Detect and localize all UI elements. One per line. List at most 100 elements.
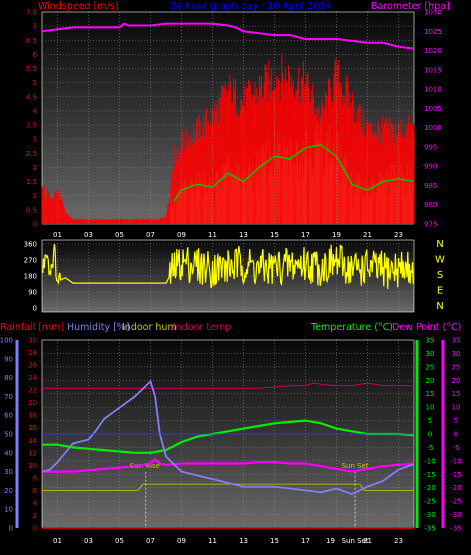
humidity-tick-label: 40 [4, 449, 13, 457]
barometer-tick-label: 980 [424, 201, 437, 209]
wind-average-series [173, 144, 415, 202]
wind-x-tick-label: 09 [177, 231, 186, 239]
windspeed-tick-label: 4.5 [26, 93, 37, 101]
humidity-line [41, 379, 415, 496]
windspeed-axis: 0 0.5 1 1.5 2 2.5 3 3.5 4 4.5 5 5.5 6 6.5 7 7.5 [26, 9, 38, 229]
windspeed-tick-label: 1 [33, 192, 37, 200]
wind-x-tick-label: 21 [363, 231, 372, 239]
graph-title: 24 hour graph day : 10 April 2014 [170, 1, 331, 12]
humidity-tick-label: 0 [9, 525, 13, 533]
direction-tick-label: 270 [24, 257, 37, 265]
sun-level-line [137, 483, 144, 491]
dewpoint-line [42, 458, 415, 473]
dewpoint-tick-label: -5 [453, 444, 460, 452]
dewpoint-tick-label: 25 [452, 363, 461, 371]
windspeed-tick-label: 6 [33, 51, 38, 59]
temperature-tick-label: -25 [424, 498, 435, 506]
wind-x-tick-label: 17 [301, 231, 310, 239]
rainfall-tick-label: 12 [28, 449, 37, 457]
temperature-tick-label: -15 [424, 471, 435, 479]
temperature-tick-label: 5 [428, 417, 432, 425]
temperature-tick-label: 30 [426, 350, 435, 358]
dewpoint-tick-label: -10 [450, 457, 461, 465]
temp-x-tick-label: 11 [208, 537, 217, 545]
compass-label: N [436, 301, 443, 312]
temp-x-axis: 01 03 05 07 09 11 13 15 17 21 23 19 Sun Set [53, 537, 403, 545]
temperature-tick-label: 15 [426, 390, 435, 398]
barometer-tick-label: 995 [424, 143, 437, 151]
windspeed-tick-label: 0 [33, 221, 37, 229]
dewpoint-tick-label: 5 [454, 417, 458, 425]
wind-x-tick-label: 13 [239, 231, 248, 239]
sunset-label: Sun Set [342, 462, 369, 470]
temperature-tick-label: 0 [428, 431, 432, 439]
temp-x-tick-label: 15 [270, 537, 279, 545]
wind-x-tick-label: 03 [84, 231, 93, 239]
temp-x-tick-label: 21 [363, 537, 372, 545]
windspeed-title: Windspeed [m/s] [38, 1, 118, 12]
temperature-line [42, 419, 415, 454]
windspeed-tick-label: 3.5 [26, 122, 37, 130]
rainfall-tick-label: 16 [28, 424, 37, 432]
temp-x-tick-label: 17 [301, 537, 310, 545]
temp-x-tick-label: 05 [115, 537, 124, 545]
indoor-temp-title: Indoor temp [173, 322, 231, 333]
rainfall-title: Rainfall [mm] [0, 322, 64, 333]
wind-x-tick-label: 05 [115, 231, 124, 239]
barometer-title: Barometer [hpa] [371, 1, 450, 12]
temperature-tick-label: 25 [426, 363, 435, 371]
barometer-tick-label: 985 [424, 182, 437, 190]
humidity-tick-label: 30 [4, 468, 13, 476]
barometer-tick-label: 1020 [424, 47, 442, 55]
rainfall-tick-label: 6 [33, 487, 38, 495]
indoor-temp-line [42, 382, 414, 389]
temperature-tick-label: -10 [424, 457, 435, 465]
humidity-tick-label: 10 [4, 506, 13, 514]
windspeed-tick-label: 4 [33, 107, 38, 115]
barometer-tick-label: 990 [424, 163, 437, 171]
windspeed-tick-label: 5 [33, 79, 37, 87]
dewpoint-tick-label: -30 [450, 511, 461, 519]
rainfall-tick-label: 20 [28, 399, 37, 407]
compass-label: E [437, 286, 443, 297]
rainfall-tick-label: 8 [33, 474, 37, 482]
sun-markers: Sun Rise Sun Set [42, 462, 414, 528]
dewpoint-tick-label: 15 [452, 390, 461, 398]
temperature-tick-label: -35 [424, 525, 435, 533]
temp-x-tick-label: 07 [146, 537, 155, 545]
direction-tick-label: 90 [28, 289, 37, 297]
barometer-tick-label: 1005 [424, 105, 442, 113]
rainfall-tick-label: 14 [28, 437, 37, 445]
direction-tick-label: 180 [24, 273, 37, 281]
direction-series [41, 243, 414, 290]
humidity-tick-label: 60 [4, 412, 13, 420]
rainfall-tick-label: 0 [33, 525, 37, 533]
windspeed-tick-label: 3 [33, 136, 37, 144]
rainfall-tick-label: 4 [33, 499, 38, 507]
direction-tick-label: 360 [24, 241, 37, 249]
temp-x-tick-label: 01 [53, 537, 62, 545]
humidity-title: Humidity [%] [67, 322, 130, 333]
temp-x-tick-label: 03 [84, 537, 93, 545]
wind-x-axis: 01 03 05 07 09 11 13 15 17 19 21 23 [53, 12, 403, 239]
windspeed-tick-label: 5.5 [26, 65, 37, 73]
humidity-tick-label: 20 [4, 487, 13, 495]
windspeed-tick-label: 2 [33, 164, 37, 172]
humidity-series [41, 379, 415, 496]
barometer-tick-label: 1030 [424, 9, 442, 17]
temperature-tick-label: 20 [426, 377, 435, 385]
humidity-tick-label: 50 [4, 431, 13, 439]
dewpoint-tick-label: -20 [450, 484, 461, 492]
temperature-tick-label: -5 [427, 444, 434, 452]
humidity-tick-label: 90 [4, 355, 13, 363]
barometer-axis: 975 980 985 990 995 1000 1005 1010 1015 1020 1025 1… [424, 9, 442, 229]
rainfall-tick-label: 26 [28, 362, 37, 370]
wind-x-tick-label: 11 [208, 231, 217, 239]
wind-x-tick-label: 01 [53, 231, 62, 239]
dewpoint-tick-label: 35 [452, 337, 461, 345]
average-line [173, 144, 415, 202]
temp-x-tick-label: 09 [177, 537, 186, 545]
barometer-tick-label: 975 [424, 221, 437, 229]
dewpoint-tick-label: -35 [450, 525, 461, 533]
